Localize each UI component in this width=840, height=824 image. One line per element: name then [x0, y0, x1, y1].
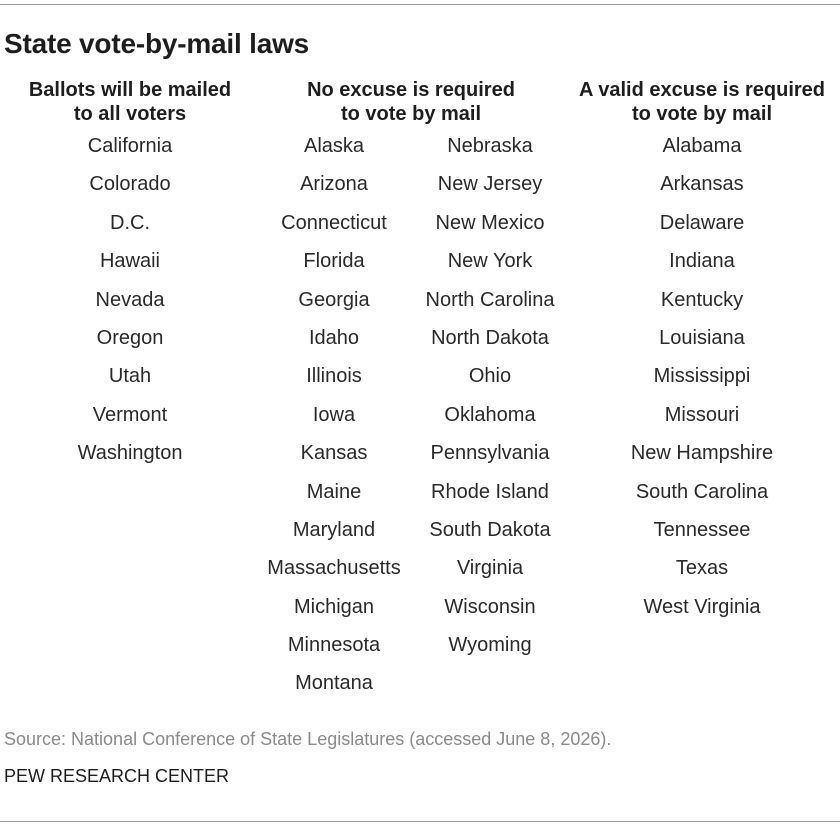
state-name: Vermont: [92, 403, 168, 426]
list-mailed: California Colorado D.C. Hawaii Nevada Oregon…: [78, 133, 183, 479]
heading-mailed-line2: to all voters: [73, 103, 187, 125]
state-name: Indiana: [669, 250, 735, 273]
state-name: Massachusetts: [267, 557, 401, 580]
credit-label: PEW RESEARCH CENTER: [4, 766, 230, 786]
state-name: Wyoming: [448, 634, 532, 657]
heading-excuse-line2: to vote by mail: [631, 103, 773, 125]
state-name: Illinois: [306, 365, 362, 388]
heading-no-excuse-line2: to vote by mail: [340, 103, 482, 125]
state-name: New Mexico: [435, 211, 545, 234]
state-name: West Virginia: [643, 595, 761, 618]
state-name: New Jersey: [437, 173, 543, 196]
state-name: Virginia: [456, 557, 524, 580]
state-name: Hawaii: [99, 250, 161, 273]
list-excuse: Alabama Arkansas Delaware Indiana Kentucky Lo…: [631, 133, 773, 632]
state-name: Oregon: [96, 326, 164, 349]
state-name: Mississippi: [653, 365, 751, 388]
state-name: Texas: [675, 557, 729, 580]
state-name: Iowa: [312, 403, 356, 426]
top-rule: [0, 4, 840, 5]
state-name: Wisconsin: [444, 595, 536, 618]
heading-mailed-line1: Ballots will be mailed: [28, 79, 232, 101]
state-name: Louisiana: [659, 326, 745, 349]
state-name: Kansas: [300, 442, 368, 465]
source-note: Source: National Conference of State Leg…: [4, 729, 612, 749]
list-no-excuse-right: Nebraska New Jersey New Mexico New York Nort…: [426, 133, 555, 670]
state-name: North Dakota: [431, 326, 549, 349]
state-name: Utah: [108, 365, 152, 388]
state-name: New Hampshire: [630, 442, 774, 465]
heading-excuse-line1: A valid excuse is required: [578, 79, 826, 101]
bottom-rule: [0, 821, 840, 822]
state-name: Georgia: [298, 288, 370, 311]
state-name: Montana: [295, 672, 373, 695]
state-name: D.C.: [110, 211, 150, 234]
state-name: North Carolina: [425, 288, 555, 311]
state-name: Alabama: [662, 135, 742, 157]
state-name: Pennsylvania: [430, 442, 550, 465]
state-name: Oklahoma: [444, 403, 536, 426]
state-name: California: [87, 135, 173, 157]
state-name: Washington: [77, 442, 183, 465]
state-name: Arizona: [300, 173, 368, 196]
state-name: Florida: [303, 250, 365, 273]
state-name: Delaware: [659, 211, 745, 234]
state-name: Tennessee: [653, 518, 751, 541]
state-name: New York: [447, 250, 533, 273]
state-name: Idaho: [308, 326, 360, 349]
page-title: State vote-by-mail laws: [4, 28, 310, 59]
state-name: Michigan: [293, 595, 375, 618]
state-name: Missouri: [664, 403, 740, 426]
state-name: Nevada: [95, 288, 165, 311]
heading-no-excuse-line1: No excuse is required: [307, 79, 515, 101]
state-name: Maryland: [292, 518, 376, 541]
list-no-excuse-left: Alaska Arizona Connecticut Florida Georgia Id…: [267, 133, 400, 709]
state-name: Ohio: [468, 365, 512, 388]
heading-excuse: A valid excuse is required to vote by ma…: [579, 78, 825, 126]
state-name: Nebraska: [447, 135, 533, 157]
state-name: Arkansas: [660, 173, 744, 196]
state-name: Maine: [306, 480, 362, 503]
state-name: Colorado: [89, 173, 171, 196]
state-name: South Carolina: [635, 480, 769, 503]
state-name: Rhode Island: [431, 480, 549, 503]
state-name: Kentucky: [660, 288, 744, 311]
state-name: Alaska: [303, 135, 365, 157]
state-name: Connecticut: [281, 211, 387, 234]
state-name: South Dakota: [429, 518, 551, 541]
state-name: Minnesota: [287, 634, 381, 657]
heading-mailed: Ballots will be mailed to all voters: [29, 78, 231, 126]
heading-no-excuse: No excuse is required to vote by mail: [307, 78, 515, 126]
